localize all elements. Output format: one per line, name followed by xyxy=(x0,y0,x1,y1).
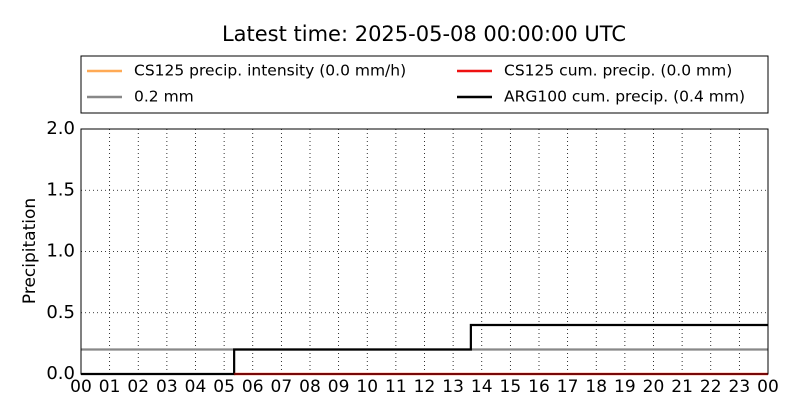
x-tick-label: 06 xyxy=(242,377,264,397)
x-tick-label: 15 xyxy=(500,377,522,397)
x-tick-label: 17 xyxy=(557,377,579,397)
y-axis-label: Precipitation xyxy=(20,198,40,304)
x-tick-label: 22 xyxy=(700,377,722,397)
y-tick-label: 1.5 xyxy=(46,179,75,200)
x-tick-label: 14 xyxy=(471,377,493,397)
y-tick-label: 2.0 xyxy=(46,118,75,139)
x-tick-label: 13 xyxy=(442,377,464,397)
x-tick-label: 18 xyxy=(585,377,607,397)
legend-label: CS125 precip. intensity (0.0 mm/h) xyxy=(134,62,406,80)
legend xyxy=(80,55,769,114)
x-tick-label: 21 xyxy=(671,377,693,397)
legend-label: CS125 cum. precip. (0.0 mm) xyxy=(504,62,732,80)
y-tick-label: 0.0 xyxy=(46,363,75,384)
y-tick-label: 0.5 xyxy=(46,302,75,323)
x-tick-label: 10 xyxy=(356,377,378,397)
x-tick-label: 01 xyxy=(99,377,121,397)
x-tick-label: 07 xyxy=(271,377,293,397)
x-tick-label: 08 xyxy=(299,377,321,397)
x-tick-label: 09 xyxy=(328,377,350,397)
x-tick-label: 02 xyxy=(127,377,149,397)
chart-title: Latest time: 2025-05-08 00:00:00 UTC xyxy=(222,22,626,46)
x-tick-label: 05 xyxy=(213,377,235,397)
x-tick-label: 20 xyxy=(643,377,665,397)
x-tick-label: 00 xyxy=(757,377,779,397)
x-tick-label: 23 xyxy=(729,377,751,397)
x-tick-label: 11 xyxy=(385,377,407,397)
x-tick-label: 12 xyxy=(414,377,436,397)
legend-label: ARG100 cum. precip. (0.4 mm) xyxy=(504,88,745,106)
x-tick-label: 16 xyxy=(528,377,550,397)
legend-label: 0.2 mm xyxy=(134,88,194,106)
x-tick-label: 00 xyxy=(70,377,92,397)
x-tick-label: 19 xyxy=(614,377,636,397)
plot-frame xyxy=(80,128,769,375)
y-tick-label: 1.0 xyxy=(46,241,75,262)
x-tick-label: 04 xyxy=(185,377,207,397)
x-tick-label: 03 xyxy=(156,377,178,397)
